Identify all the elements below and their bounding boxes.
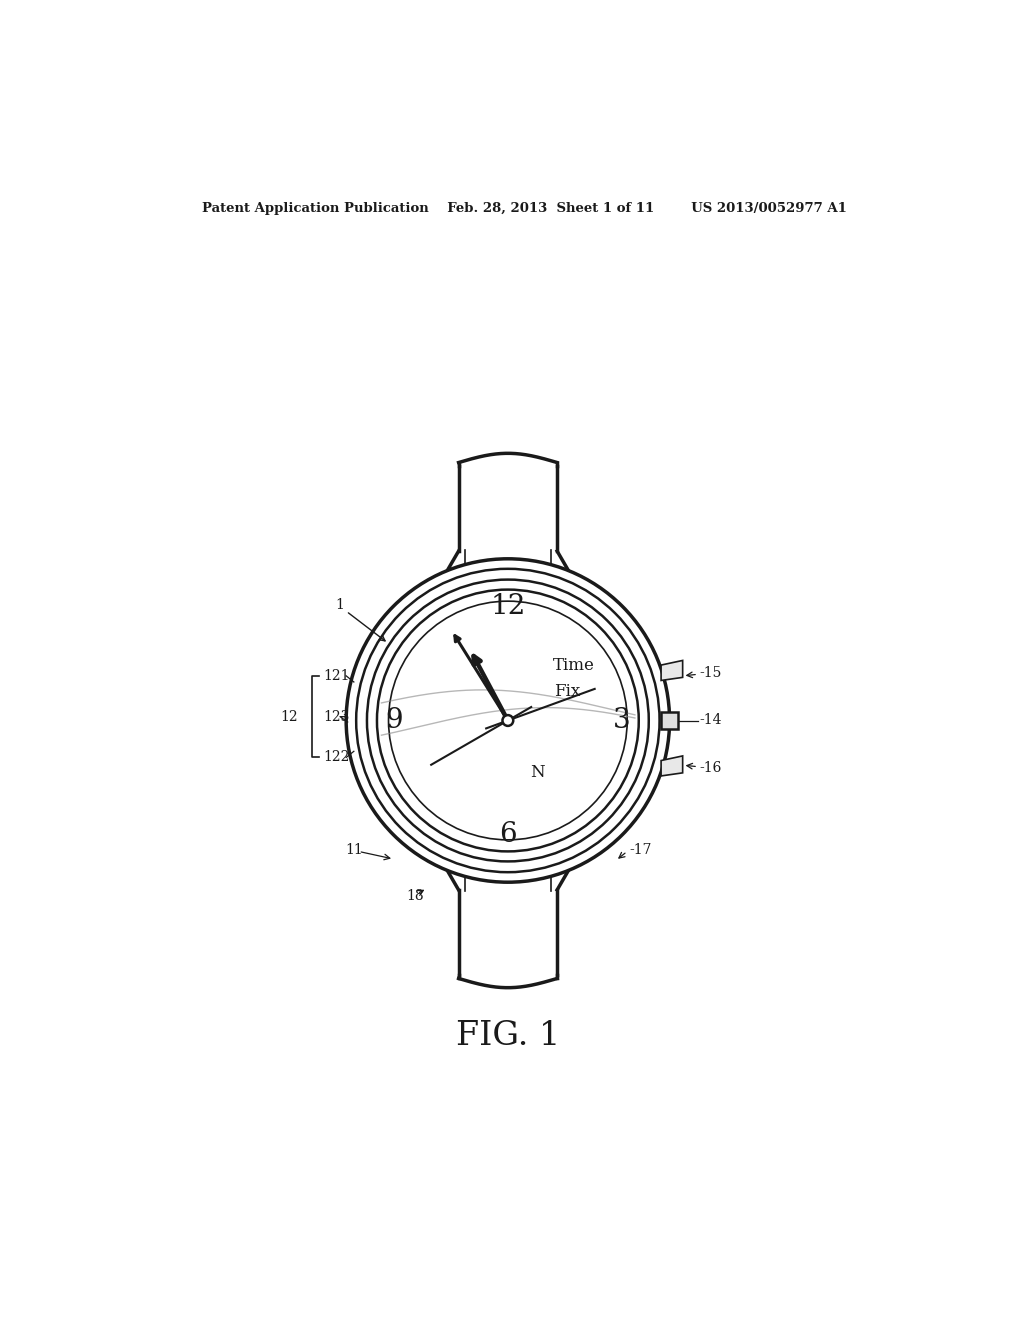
Text: -15: -15 <box>699 665 722 680</box>
Text: 18: 18 <box>407 890 424 903</box>
Text: -14: -14 <box>699 714 722 727</box>
Text: 11: 11 <box>345 843 362 857</box>
Text: FIG. 1: FIG. 1 <box>456 1020 560 1052</box>
Text: 123: 123 <box>323 710 349 723</box>
Polygon shape <box>662 756 683 776</box>
Circle shape <box>503 715 513 726</box>
Text: 9: 9 <box>385 708 402 734</box>
Text: 122: 122 <box>323 751 349 764</box>
Text: 1: 1 <box>336 598 344 612</box>
Text: -16: -16 <box>699 762 722 775</box>
Text: 6: 6 <box>499 821 517 847</box>
Text: Time: Time <box>553 656 594 673</box>
Circle shape <box>377 590 639 851</box>
Text: 121: 121 <box>323 669 349 682</box>
Text: N: N <box>529 764 545 781</box>
Circle shape <box>346 558 670 882</box>
Polygon shape <box>662 660 683 681</box>
Text: 13: 13 <box>516 693 534 708</box>
Text: -17: -17 <box>630 843 652 857</box>
Text: Fix: Fix <box>554 682 581 700</box>
Text: 3: 3 <box>613 708 631 734</box>
Text: Patent Application Publication    Feb. 28, 2013  Sheet 1 of 11        US 2013/00: Patent Application Publication Feb. 28, … <box>203 202 847 215</box>
Polygon shape <box>662 711 678 729</box>
Text: 12: 12 <box>490 593 525 620</box>
Text: 12: 12 <box>280 710 298 723</box>
